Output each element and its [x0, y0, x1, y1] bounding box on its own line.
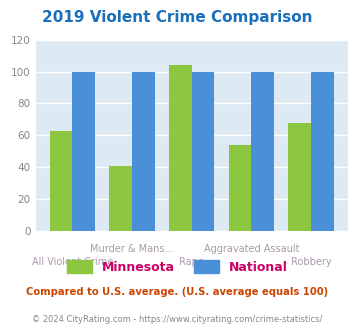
Bar	[50, 131, 72, 231]
Text: 2019 Violent Crime Comparison: 2019 Violent Crime Comparison	[42, 10, 313, 25]
Text: Rape: Rape	[179, 256, 204, 267]
Bar	[288, 122, 311, 231]
Text: © 2024 CityRating.com - https://www.cityrating.com/crime-statistics/: © 2024 CityRating.com - https://www.city…	[32, 315, 323, 324]
Bar	[109, 166, 132, 231]
Bar	[311, 72, 334, 231]
Text: All Violent Crime: All Violent Crime	[32, 256, 113, 267]
Text: Compared to U.S. average. (U.S. average equals 100): Compared to U.S. average. (U.S. average …	[26, 287, 329, 297]
Bar	[169, 65, 192, 231]
Bar	[132, 72, 155, 231]
Text: Robbery: Robbery	[291, 256, 331, 267]
Bar	[192, 72, 214, 231]
Text: Aggravated Assault: Aggravated Assault	[204, 244, 299, 254]
Bar	[229, 145, 251, 231]
Bar	[251, 72, 274, 231]
Bar	[72, 72, 95, 231]
Legend: Minnesota, National: Minnesota, National	[62, 255, 293, 279]
Text: Murder & Mans...: Murder & Mans...	[90, 244, 174, 254]
